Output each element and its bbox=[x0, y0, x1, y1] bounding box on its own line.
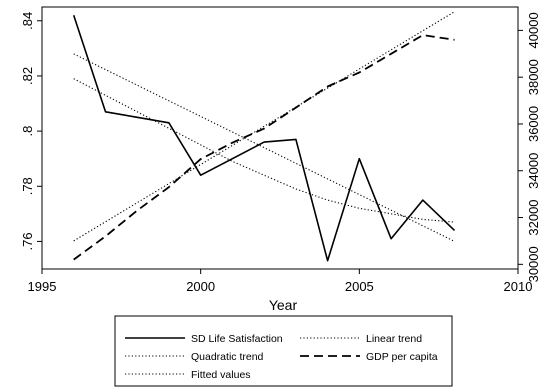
series-line-quadratic-trend bbox=[73, 78, 455, 223]
legend-label: GDP per capita bbox=[366, 351, 438, 363]
y-right-tick-label: 30000 bbox=[526, 246, 541, 282]
y-left-tick-label: .78 bbox=[20, 177, 35, 195]
x-tick-label: 2010 bbox=[504, 279, 533, 294]
y-right-tick-label: 38000 bbox=[526, 59, 541, 95]
x-tick-label: 1995 bbox=[28, 279, 57, 294]
plot-frame bbox=[41, 6, 519, 270]
y-left-tick-label: .8 bbox=[20, 126, 35, 137]
y-left-tick-label: .84 bbox=[20, 12, 35, 30]
y-right-tick-label: 40000 bbox=[526, 12, 541, 48]
legend-label: Linear trend bbox=[366, 333, 422, 345]
legend-label: Fitted values bbox=[191, 369, 251, 381]
series-layer bbox=[72, 11, 456, 262]
y-right-tick-label: 34000 bbox=[526, 153, 541, 189]
y-right-tick-label: 36000 bbox=[526, 106, 541, 142]
x-tick-label: 2000 bbox=[186, 279, 215, 294]
x-axis-title: Year bbox=[269, 297, 298, 313]
y-left-tick-label: .82 bbox=[20, 67, 35, 85]
series-line-sd-life-satisfaction bbox=[72, 15, 456, 262]
y-left-tick-label: .76 bbox=[20, 232, 35, 250]
legend-box bbox=[114, 315, 453, 387]
y-right-tick-label: 32000 bbox=[526, 199, 541, 235]
series-line-linear-trend bbox=[73, 53, 455, 242]
legend-label: Quadratic trend bbox=[191, 351, 264, 363]
x-tick-label: 2005 bbox=[345, 279, 374, 294]
series-line-gdp-per-capita bbox=[73, 34, 455, 261]
plot-frame-group bbox=[41, 6, 519, 270]
ticks-layer: 1995 2000 2005 2010 .76 .78 .8 .82 .84 30000 32000… bbox=[20, 12, 541, 294]
legend-label: SD Life Satisfaction bbox=[191, 333, 283, 345]
legend: SD Life Satisfaction Linear trend Quadrati… bbox=[114, 315, 453, 387]
